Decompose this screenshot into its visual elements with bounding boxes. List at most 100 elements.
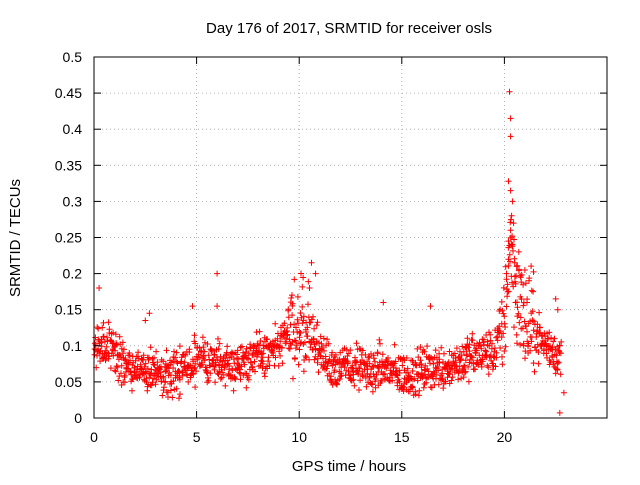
data-point bbox=[509, 241, 516, 248]
data-point bbox=[453, 359, 459, 366]
data-point bbox=[306, 356, 313, 363]
data-point bbox=[420, 384, 427, 391]
data-point bbox=[460, 348, 467, 355]
data-point bbox=[231, 375, 238, 382]
data-point bbox=[441, 350, 447, 357]
data-point bbox=[223, 352, 230, 359]
data-point bbox=[489, 366, 496, 373]
data-point bbox=[543, 342, 550, 349]
data-point bbox=[237, 376, 244, 383]
data-point bbox=[472, 366, 479, 373]
data-point bbox=[148, 382, 155, 389]
data-point bbox=[522, 355, 528, 362]
data-point bbox=[347, 347, 354, 354]
data-point bbox=[369, 388, 376, 395]
data-point bbox=[423, 375, 430, 382]
data-point bbox=[142, 360, 149, 367]
y-tick-label: 0.15 bbox=[55, 302, 82, 318]
data-point bbox=[285, 307, 292, 314]
data-point bbox=[117, 354, 124, 360]
data-point bbox=[505, 178, 512, 185]
data-point bbox=[200, 352, 207, 359]
data-point bbox=[210, 363, 217, 370]
data-point bbox=[509, 233, 516, 240]
data-point bbox=[558, 338, 565, 345]
data-point bbox=[537, 324, 543, 331]
data-point bbox=[193, 368, 200, 375]
data-point bbox=[417, 344, 424, 351]
data-point bbox=[264, 336, 271, 343]
data-point bbox=[315, 369, 322, 376]
data-point bbox=[464, 335, 471, 342]
data-point bbox=[408, 357, 415, 364]
data-point bbox=[327, 377, 334, 384]
data-point bbox=[289, 292, 295, 299]
data-point bbox=[409, 368, 416, 374]
data-point bbox=[500, 330, 507, 337]
data-point bbox=[507, 187, 514, 194]
data-point bbox=[238, 343, 245, 350]
data-point bbox=[230, 387, 237, 394]
data-point bbox=[503, 270, 510, 277]
data-point bbox=[505, 238, 512, 245]
data-point bbox=[207, 370, 214, 377]
data-point bbox=[523, 323, 530, 330]
data-point bbox=[291, 276, 298, 283]
data-point bbox=[543, 350, 550, 357]
data-point bbox=[291, 321, 298, 328]
data-point bbox=[325, 340, 332, 347]
data-point bbox=[286, 336, 293, 343]
x-tick-label: 15 bbox=[394, 429, 410, 445]
data-point bbox=[287, 321, 294, 328]
data-point bbox=[336, 376, 343, 382]
data-point bbox=[305, 301, 311, 308]
data-point bbox=[154, 359, 161, 366]
data-point bbox=[160, 374, 167, 381]
data-point bbox=[526, 277, 532, 284]
data-point bbox=[334, 381, 340, 388]
y-tick-label: 0.4 bbox=[63, 121, 83, 137]
data-point bbox=[478, 345, 485, 352]
data-point bbox=[497, 345, 504, 351]
data-point bbox=[350, 371, 357, 378]
data-point bbox=[192, 360, 199, 367]
data-point bbox=[554, 360, 561, 367]
data-point bbox=[466, 341, 473, 348]
data-point bbox=[368, 350, 374, 357]
data-point bbox=[392, 365, 399, 372]
data-point bbox=[507, 133, 514, 140]
data-point bbox=[550, 361, 557, 368]
data-point bbox=[418, 364, 425, 371]
data-point bbox=[269, 347, 276, 354]
data-point bbox=[511, 236, 517, 243]
data-point bbox=[326, 356, 333, 363]
data-point bbox=[505, 288, 512, 295]
data-point bbox=[289, 300, 296, 307]
data-points bbox=[91, 88, 567, 416]
data-point bbox=[121, 357, 128, 364]
data-point bbox=[331, 367, 338, 374]
data-point bbox=[311, 325, 318, 332]
data-point bbox=[366, 360, 373, 367]
data-point bbox=[438, 344, 445, 351]
data-point bbox=[399, 384, 406, 391]
data-point bbox=[259, 358, 265, 365]
data-point bbox=[307, 319, 314, 326]
data-point bbox=[322, 359, 329, 366]
data-point bbox=[507, 216, 514, 223]
data-point bbox=[251, 358, 258, 365]
data-point bbox=[491, 345, 498, 352]
data-point bbox=[304, 324, 311, 331]
data-point bbox=[345, 350, 352, 357]
data-point bbox=[118, 362, 125, 369]
data-point bbox=[446, 348, 453, 355]
data-point bbox=[163, 347, 170, 354]
data-point bbox=[514, 262, 521, 269]
data-point bbox=[169, 394, 176, 401]
data-point bbox=[554, 306, 561, 313]
data-point bbox=[216, 340, 223, 347]
data-point bbox=[356, 365, 363, 372]
data-point bbox=[159, 392, 166, 399]
data-point bbox=[416, 387, 423, 394]
